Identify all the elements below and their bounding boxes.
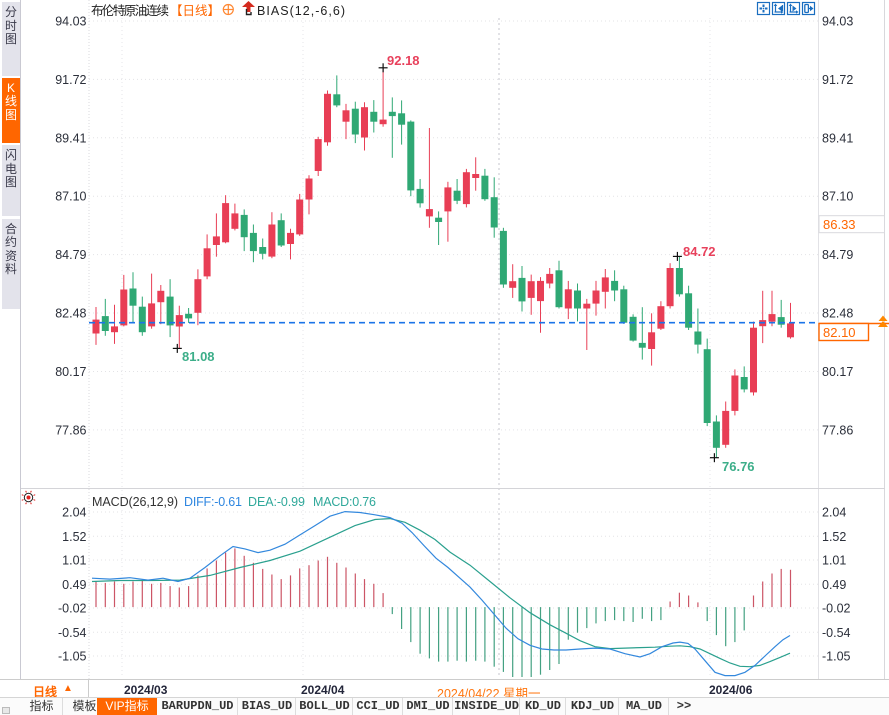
svg-text:BIAS(12,-6,6): BIAS(12,-6,6) — [257, 4, 345, 18]
svg-text:77.86: 77.86 — [822, 423, 853, 437]
svg-text:82.10: 82.10 — [823, 325, 856, 340]
svg-text:MACD:0.76: MACD:0.76 — [313, 495, 376, 509]
svg-text:89.41: 89.41 — [822, 131, 853, 145]
svg-text:82.48: 82.48 — [55, 307, 86, 321]
svg-text:86.33: 86.33 — [823, 217, 856, 232]
svg-text:94.03: 94.03 — [55, 15, 86, 29]
svg-text:0.49: 0.49 — [822, 578, 846, 592]
svg-text:DIFF:-0.61: DIFF:-0.61 — [184, 495, 242, 509]
svg-text:84.72: 84.72 — [683, 244, 716, 259]
svg-text:92.18: 92.18 — [387, 53, 420, 68]
svg-text:89.41: 89.41 — [55, 131, 86, 145]
svg-text:80.17: 80.17 — [822, 365, 853, 379]
svg-text:77.86: 77.86 — [55, 423, 86, 437]
svg-text:-0.02: -0.02 — [822, 602, 851, 616]
svg-text:76.76: 76.76 — [722, 459, 755, 474]
svg-text:80.17: 80.17 — [55, 365, 86, 379]
svg-text:84.79: 84.79 — [55, 248, 86, 262]
svg-text:-0.54: -0.54 — [58, 626, 87, 640]
svg-text:1.01: 1.01 — [822, 554, 846, 568]
svg-text:94.03: 94.03 — [822, 15, 853, 29]
svg-text:-1.05: -1.05 — [822, 650, 851, 664]
svg-text:81.08: 81.08 — [182, 349, 215, 364]
svg-text:MACD(26,12,9): MACD(26,12,9) — [92, 495, 178, 509]
svg-text:82.48: 82.48 — [822, 307, 853, 321]
svg-text:-0.02: -0.02 — [58, 602, 87, 616]
svg-text:DEA:-0.99: DEA:-0.99 — [248, 495, 305, 509]
svg-text:1.52: 1.52 — [822, 530, 846, 544]
svg-text:1.01: 1.01 — [62, 554, 86, 568]
svg-text:-1.05: -1.05 — [58, 650, 87, 664]
svg-text:84.79: 84.79 — [822, 248, 853, 262]
svg-text:1.52: 1.52 — [62, 530, 86, 544]
svg-text:91.72: 91.72 — [55, 73, 86, 87]
svg-text:布伦特原油连续: 布伦特原油连续 — [91, 3, 169, 18]
svg-text:2.04: 2.04 — [822, 506, 846, 520]
svg-text:-0.54: -0.54 — [822, 626, 851, 640]
svg-text:【日线】: 【日线】 — [170, 4, 220, 18]
svg-text:2.04: 2.04 — [62, 506, 86, 520]
svg-text:87.10: 87.10 — [55, 190, 86, 204]
svg-text:91.72: 91.72 — [822, 73, 853, 87]
svg-text:0.49: 0.49 — [62, 578, 86, 592]
svg-text:87.10: 87.10 — [822, 190, 853, 204]
